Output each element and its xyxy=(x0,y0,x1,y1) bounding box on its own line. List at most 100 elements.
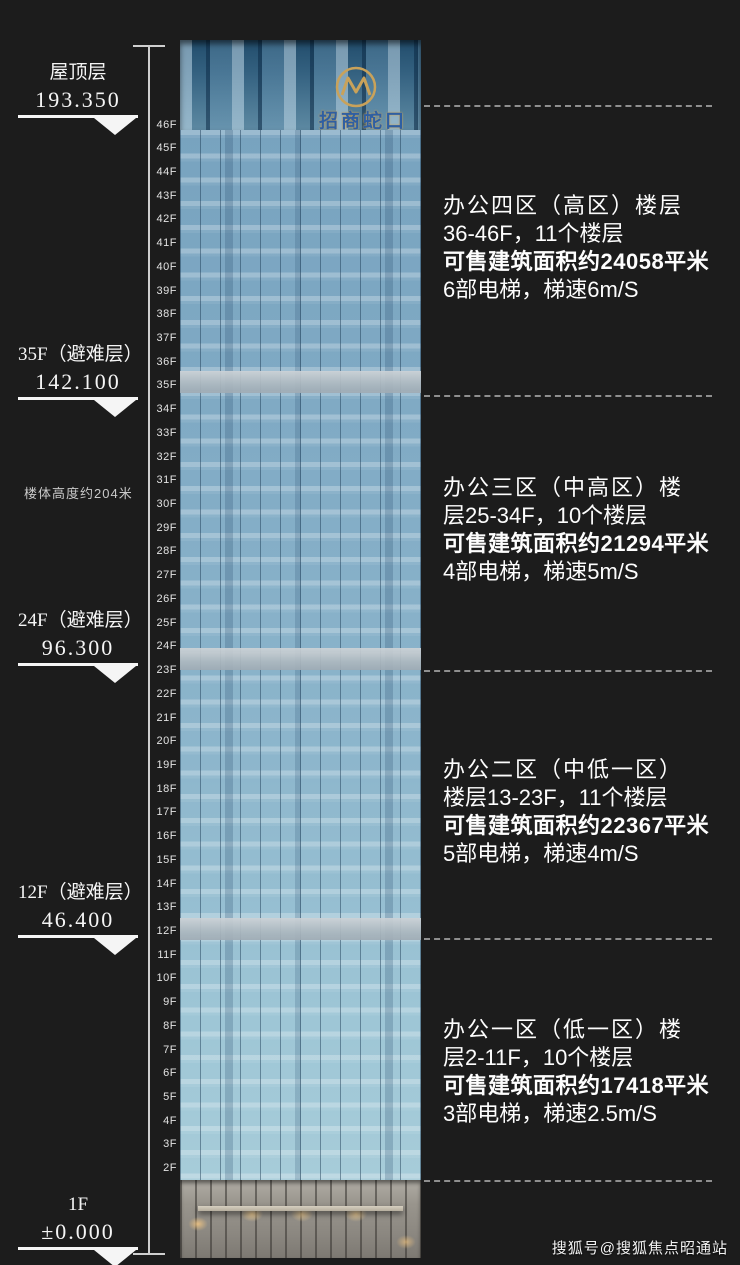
entrance-canopy xyxy=(198,1206,403,1211)
zone-sellable-area: 可售建筑面积约21294平米 xyxy=(443,531,710,556)
floor-label: 31F xyxy=(156,474,177,487)
floor-label: 6F xyxy=(163,1067,177,1080)
floor-label: 39F xyxy=(156,284,177,297)
marker-floor-label: 1F xyxy=(67,1194,89,1215)
zone-annotation: 办公二区（中低一区） 楼层13-23F，11个楼层 可售建筑面积约22367平米… xyxy=(443,756,735,868)
refuge-band-35f xyxy=(180,371,421,393)
floor-label: 21F xyxy=(156,711,177,724)
zone-sellable-area: 可售建筑面积约24058平米 xyxy=(443,249,710,274)
watermark: 搜狐号@搜狐焦点昭通站 xyxy=(551,1240,728,1257)
zone-boundary-dashed-line xyxy=(424,395,712,397)
marker-floor-label: 24F（避难层） xyxy=(18,610,143,631)
marker-elevation-value: 96.300 xyxy=(41,635,115,660)
marker-elevation-value: ±0.000 xyxy=(41,1219,115,1244)
floor-label: 44F xyxy=(156,165,177,178)
zone-floor-range: 楼层13-23F，11个楼层 xyxy=(443,785,668,810)
tower-rendering: 招商蛇口 xyxy=(180,40,421,1258)
zone-floor-range: 层25-34F，10个楼层 xyxy=(443,503,648,528)
marker-rule xyxy=(18,663,138,683)
floor-label: 17F xyxy=(156,806,177,819)
floor-label: 26F xyxy=(156,592,177,605)
marker-triangle-icon xyxy=(94,1250,136,1265)
marker-elevation-value: 46.400 xyxy=(41,907,115,932)
zone-elevators: 5部电梯，梯速4m/S xyxy=(443,841,639,866)
building-height-note: 楼体高度约204米 xyxy=(24,486,133,501)
zone-boundary-dashed-line xyxy=(424,1180,712,1182)
floor-label: 16F xyxy=(156,830,177,843)
floor-label: 24F xyxy=(156,640,177,653)
floor-label: 30F xyxy=(156,498,177,511)
zone-floor-range: 层2-11F，10个楼层 xyxy=(443,1045,634,1070)
zone-boundary-dashed-line xyxy=(424,670,712,672)
floor-label: 36F xyxy=(156,355,177,368)
floor-label: 2F xyxy=(163,1162,177,1175)
floor-label: 38F xyxy=(156,308,177,321)
zone-annotation: 办公一区（低一区）楼 层2-11F，10个楼层 可售建筑面积约17418平米 3… xyxy=(443,1016,735,1128)
podium-lobby xyxy=(180,1180,421,1258)
building-crown: 招商蛇口 xyxy=(180,40,421,132)
zone-boundary-dashed-line xyxy=(424,938,712,940)
floor-label: 23F xyxy=(156,664,177,677)
marker-elevation-value: 142.100 xyxy=(35,369,121,394)
floor-label: 32F xyxy=(156,450,177,463)
floor-label: 41F xyxy=(156,237,177,250)
marker-rule xyxy=(18,935,138,955)
marker-rule xyxy=(18,115,138,135)
zone-annotation: 办公三区（中高区）楼 层25-34F，10个楼层 可售建筑面积约21294平米 … xyxy=(443,474,735,586)
floor-label: 28F xyxy=(156,545,177,558)
marker-triangle-icon xyxy=(94,118,136,135)
marker-floor-label: 屋顶层 xyxy=(49,62,107,83)
elevation-marker: 屋顶层 193.350 xyxy=(18,60,138,135)
zone-title: 办公二区（中低一区） xyxy=(443,757,684,782)
zone-floor-range: 36-46F，11个楼层 xyxy=(443,221,624,246)
floor-label: 42F xyxy=(156,213,177,226)
floor-label: 18F xyxy=(156,782,177,795)
floor-label: 27F xyxy=(156,569,177,582)
zone-title: 办公一区（低一区）楼 xyxy=(443,1017,684,1042)
floor-label: 35F xyxy=(156,379,177,392)
dimension-tick-bottom xyxy=(133,1253,165,1255)
cmsk-logo-icon xyxy=(335,66,377,108)
elevation-marker: 1F ±0.000 xyxy=(18,1192,138,1265)
floor-label: 8F xyxy=(163,1019,177,1032)
floor-label: 43F xyxy=(156,189,177,202)
floor-label: 25F xyxy=(156,616,177,629)
zone-title: 办公三区（中高区）楼 xyxy=(443,475,684,500)
marker-triangle-icon xyxy=(94,400,136,417)
floor-label: 33F xyxy=(156,426,177,439)
floor-label: 46F xyxy=(156,118,177,131)
floor-label: 19F xyxy=(156,758,177,771)
marker-elevation-value: 193.350 xyxy=(35,87,121,112)
floor-label: 20F xyxy=(156,735,177,748)
floor-label: 45F xyxy=(156,142,177,155)
floor-label: 11F xyxy=(157,948,177,961)
marker-rule xyxy=(18,1247,138,1265)
elevation-marker: 35F（避难层） 142.100 xyxy=(18,342,143,417)
floor-label: 15F xyxy=(156,853,177,866)
floor-label: 40F xyxy=(156,260,177,273)
zone-annotation: 办公四区（高区）楼层 36-46F，11个楼层 可售建筑面积约24058平米 6… xyxy=(443,192,735,304)
elevation-marker: 12F（避难层） 46.400 xyxy=(18,880,143,955)
cmsk-logo-text: 招商蛇口 xyxy=(318,111,407,132)
floor-label: 13F xyxy=(156,901,177,914)
floor-label: 4F xyxy=(163,1114,177,1127)
floor-label: 12F xyxy=(156,924,177,937)
zone-title: 办公四区（高区）楼层 xyxy=(443,193,684,218)
elevation-marker: 24F（避难层） 96.300 xyxy=(18,608,143,683)
floor-label: 34F xyxy=(156,403,177,416)
marker-floor-label: 35F（避难层） xyxy=(18,344,143,365)
marker-rule xyxy=(18,397,138,417)
floor-label: 10F xyxy=(156,972,177,985)
zone-sellable-area: 可售建筑面积约17418平米 xyxy=(443,1073,710,1098)
refuge-band-12f xyxy=(180,918,421,940)
floor-label: 22F xyxy=(156,687,177,700)
dimension-line xyxy=(148,45,150,1255)
floor-label: 5F xyxy=(163,1091,177,1104)
marker-triangle-icon xyxy=(94,666,136,683)
zone-elevators: 6部电梯，梯速6m/S xyxy=(443,277,639,302)
floor-label: 37F xyxy=(156,331,177,344)
zone-elevators: 4部电梯，梯速5m/S xyxy=(443,559,639,584)
floor-label: 9F xyxy=(163,996,177,1009)
zone-sellable-area: 可售建筑面积约22367平米 xyxy=(443,813,710,838)
